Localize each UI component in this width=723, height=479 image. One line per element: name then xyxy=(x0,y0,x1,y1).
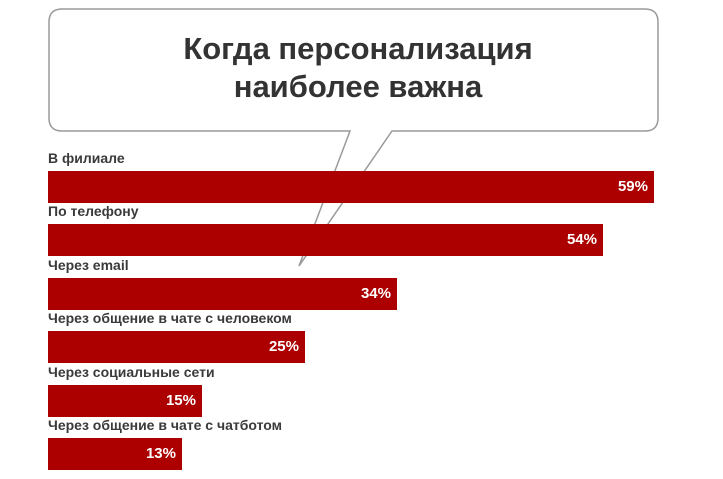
category-label: Через общение в чате с чатботом xyxy=(48,417,282,433)
speech-bubble-outline xyxy=(48,8,659,267)
bar: 54% xyxy=(48,224,603,256)
bar-value-label: 25% xyxy=(268,338,299,355)
bar: 59% xyxy=(48,171,654,203)
category-label: По телефону xyxy=(48,203,139,219)
bar-value-label: 54% xyxy=(566,231,597,248)
bar: 34% xyxy=(48,278,397,310)
chart-title-line-2: наиболее важна xyxy=(233,69,483,104)
chart-title-line-1: Когда персонализация xyxy=(183,31,533,66)
bar-value-label: 59% xyxy=(617,178,648,195)
category-label: Через социальные сети xyxy=(48,364,215,380)
bar-value-label: 15% xyxy=(165,392,196,409)
bar-value-label: 34% xyxy=(360,285,391,302)
category-label: Через email xyxy=(48,257,129,273)
category-label: Через общение в чате с человеком xyxy=(48,310,292,326)
bar: 25% xyxy=(48,331,305,363)
bar: 15% xyxy=(48,385,202,417)
bar: 13% xyxy=(48,438,182,470)
category-label: В филиале xyxy=(48,150,125,166)
chart-title: Когда персонализация наиболее важна xyxy=(60,30,656,106)
bar-value-label: 13% xyxy=(145,445,176,462)
